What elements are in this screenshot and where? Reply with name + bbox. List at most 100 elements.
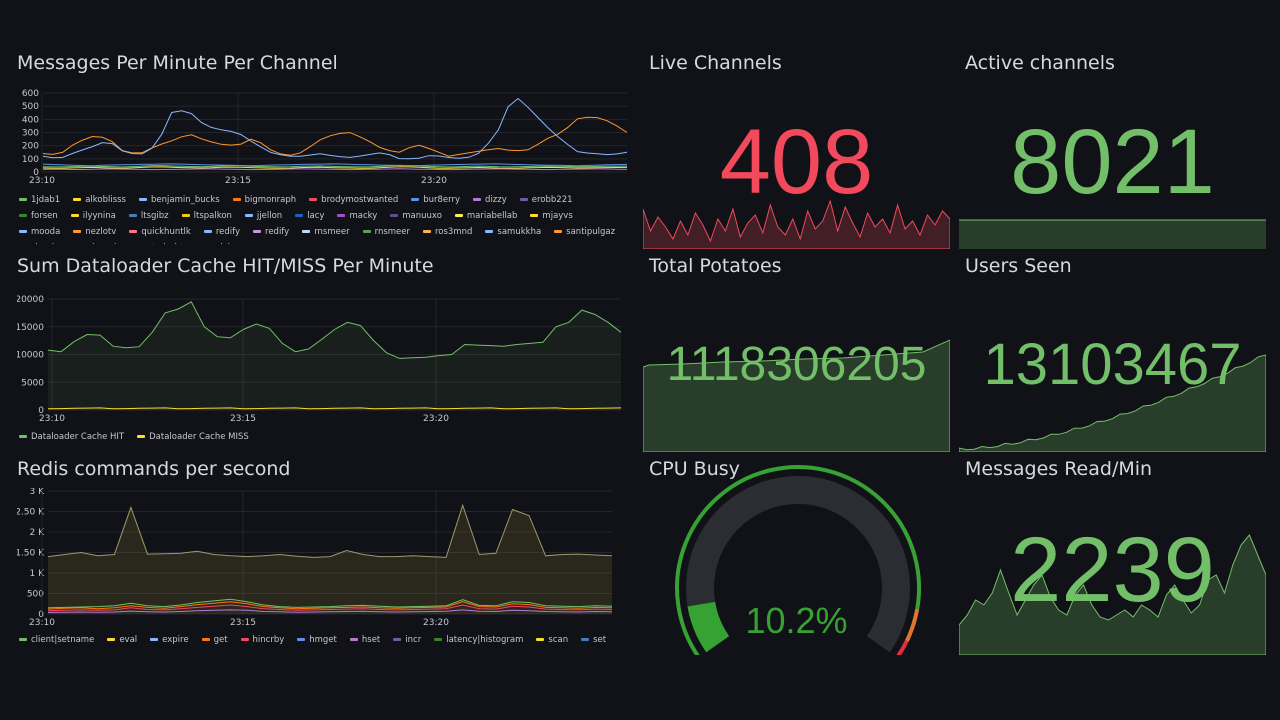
users-seen-value: 13103467 [983, 332, 1242, 397]
legend-label: suhmmiee [82, 243, 127, 244]
legend-label: bigmonraph [244, 195, 297, 205]
y-tick-label: 10000 [17, 351, 44, 361]
legend-item[interactable]: mariabellab [454, 208, 518, 224]
legend-item[interactable]: get [201, 632, 228, 648]
legend-swatch [128, 214, 137, 217]
panel-active-channels[interactable]: Active channels 8021 [959, 52, 1266, 249]
y-tick-label: 100 [22, 155, 39, 165]
legend-item[interactable]: benjamin_bucks [138, 192, 220, 208]
legend-item[interactable]: rnsmeer [302, 224, 350, 240]
panel-cpu-busy[interactable]: CPU Busy 10.2% [643, 458, 950, 655]
legend-item[interactable]: taderbtw [140, 240, 190, 244]
series-line [47, 301, 622, 359]
legend-item[interactable]: lacy [295, 208, 324, 224]
legend-item[interactable]: erobb221 [519, 192, 573, 208]
gauge-threshold-green [675, 465, 921, 655]
legend-swatch [349, 638, 358, 641]
panel-title: Total Potatoes [649, 255, 782, 277]
panel-dataloader-cache[interactable]: Sum Dataloader Cache HIT/MISS Per Minute… [17, 255, 629, 445]
legend-item[interactable]: eval [107, 632, 137, 648]
panel-redis-commands[interactable]: Redis commands per second 3 K 2.50 K 2 K 1.… [17, 458, 629, 650]
dataloader-chart[interactable]: 20000 15000 10000 5000 023:10 23:15 23:20 [17, 289, 629, 439]
series-line [42, 164, 628, 168]
legend-swatch [19, 435, 27, 438]
panel-users-seen[interactable]: Users Seen 13103467 [959, 255, 1266, 452]
legend-item[interactable]: hincrby [240, 632, 285, 648]
legend-item[interactable]: xans [243, 240, 275, 244]
legend-item[interactable]: nezlotv [73, 224, 116, 240]
live-channels-value: 408 [719, 111, 874, 213]
legend-label: ilyynina [82, 211, 116, 221]
series-line [47, 604, 613, 612]
legend-item[interactable]: mooda [19, 224, 60, 240]
legend-item[interactable]: bur8erry [411, 192, 460, 208]
redis-legend: client|setname eval expire get hincrby hmget h… [19, 632, 629, 648]
legend-item[interactable]: redify [203, 224, 240, 240]
legend-item[interactable]: set [581, 632, 606, 648]
x-tick-label: 23:20 [423, 618, 449, 628]
legend-label: incr [405, 635, 422, 645]
legend-label: quickhuntlk [141, 227, 191, 237]
messages-per-minute-chart[interactable]: 600 500 400 300 200 100 023:10 23:15 23:20 [17, 86, 629, 226]
legend-label: mjayvs [542, 211, 573, 221]
legend-item[interactable]: client|setname [19, 632, 94, 648]
legend-item[interactable]: expire [150, 632, 189, 648]
legend-item[interactable]: latency|histogram [434, 632, 523, 648]
legend-label: client|setname [31, 635, 95, 645]
panel-messages-read[interactable]: Messages Read/Min 2239 [959, 458, 1266, 655]
legend-item[interactable]: jjellon [244, 208, 282, 224]
legend-swatch [423, 230, 431, 233]
legend-item[interactable]: ilyynina [70, 208, 116, 224]
legend-item[interactable]: hset [349, 632, 381, 648]
legend-item[interactable]: quickhuntlk [129, 224, 191, 240]
legend-item[interactable]: ltspalkon [181, 208, 232, 224]
messages-legend: 1jdab1 alkoblisss benjamin_bucks bigmonraph… [19, 192, 629, 244]
legend-swatch [554, 230, 563, 233]
legend-item[interactable]: alkoblisss [73, 192, 126, 208]
panel-total-potatoes[interactable]: Total Potatoes 1118306205 [643, 255, 950, 452]
legend-item[interactable]: hmget [297, 632, 337, 648]
legend-item[interactable]: mjayvs [530, 208, 573, 224]
x-tick-label: 23:15 [225, 176, 251, 186]
legend-item[interactable]: scan [536, 632, 568, 648]
legend-item[interactable]: bigmonraph [232, 192, 297, 208]
active-channels-value: 8021 [1010, 111, 1215, 213]
legend-item[interactable]: macky [337, 208, 377, 224]
legend-item[interactable]: vixi [203, 240, 230, 244]
legend-item[interactable]: forsen [19, 208, 58, 224]
legend-item[interactable]: Dataloader Cache HIT [19, 429, 124, 445]
legend-label: mariabellab [466, 211, 518, 221]
legend-swatch [19, 230, 27, 233]
legend-swatch [390, 214, 399, 217]
legend-label: xans [255, 243, 275, 244]
legend-item[interactable]: incr [393, 632, 421, 648]
legend-label: latency|histogram [446, 635, 524, 645]
legend-swatch [362, 230, 371, 233]
legend-item[interactable]: redify [253, 224, 289, 240]
legend-label: hmget [309, 635, 337, 645]
legend-label: santipulgaz [566, 227, 616, 237]
y-tick-label: 600 [22, 89, 39, 99]
redis-chart[interactable]: 3 K 2.50 K 2 K 1.50 K 1 K 500 023:10 23:15 23:20 [17, 488, 629, 638]
legend-item[interactable]: samukkha [485, 224, 541, 240]
legend-label: hincrby [252, 635, 285, 645]
legend-item[interactable]: Dataloader Cache MISS [137, 429, 249, 445]
legend-label: nezlotv [85, 227, 117, 237]
legend-label: lacy [307, 211, 325, 221]
panel-live-channels[interactable]: Live Channels 408 [643, 52, 950, 249]
legend-item[interactable]: santipulgaz [554, 224, 615, 240]
series-line [42, 97, 628, 160]
legend-item[interactable]: ltsgibz [128, 208, 169, 224]
legend-label: bur8erry [423, 195, 461, 205]
legend-item[interactable]: manuuxo [390, 208, 442, 224]
panel-messages-per-minute[interactable]: Messages Per Minute Per Channel 600 500 40… [17, 52, 629, 244]
legend-item[interactable]: rnsmeer [362, 224, 410, 240]
legend-item[interactable]: ros3mnd [423, 224, 472, 240]
legend-label: erobb221 [531, 195, 573, 205]
legend-item[interactable]: dizzy [473, 192, 507, 208]
legend-item[interactable]: sluurh [19, 240, 57, 244]
legend-item[interactable]: suhmmiee [70, 240, 127, 244]
legend-item[interactable]: brodymostwanted [309, 192, 398, 208]
legend-item[interactable]: 1jdab1 [19, 192, 60, 208]
legend-label: hset [361, 635, 381, 645]
